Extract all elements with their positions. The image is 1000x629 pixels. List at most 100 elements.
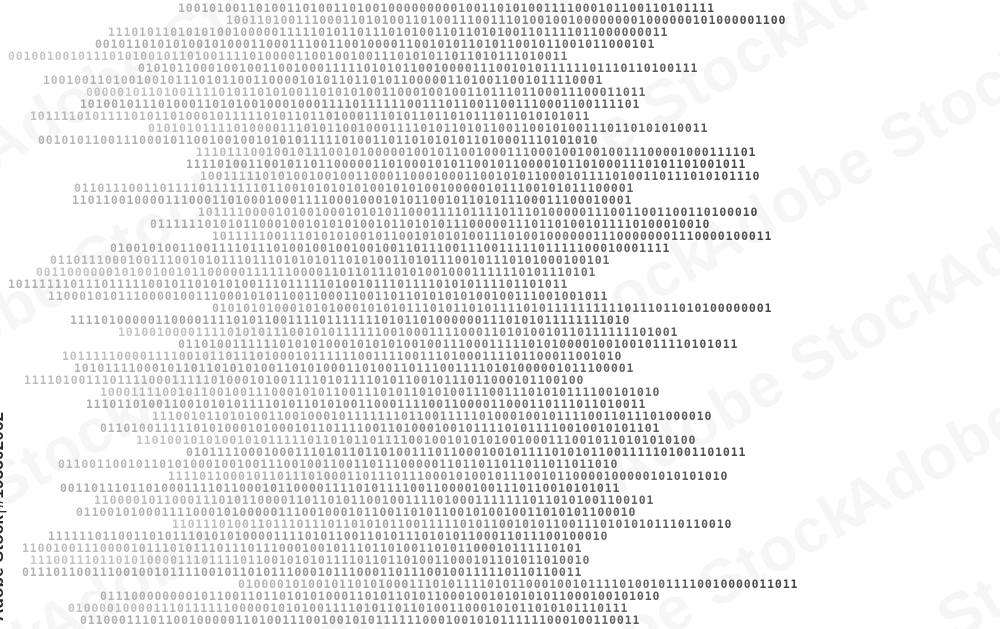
binary-digit: 1	[427, 541, 435, 555]
binary-row: 1101100100001110001101000100011110001000…	[72, 194, 632, 206]
binary-digit: 1	[78, 277, 86, 291]
binary-digit: 1	[327, 49, 335, 63]
binary-digit: 1	[624, 193, 632, 207]
binary-digit: 1	[294, 505, 302, 519]
binary-digit: 1	[569, 325, 577, 339]
binary-digit: 1	[144, 457, 152, 471]
binary-digit: 0	[617, 613, 625, 627]
binary-digit: 1	[274, 529, 282, 543]
binary-digit: 0	[195, 277, 203, 291]
binary-digit: 1	[611, 433, 619, 447]
binary-digit: 0	[187, 397, 195, 411]
binary-digit: 1	[295, 421, 303, 435]
binary-digit: 0	[70, 277, 78, 291]
binary-digit: 1	[313, 229, 321, 243]
binary-digit: 0	[150, 193, 158, 207]
watermark-tile-label: Adobe Stock	[0, 0, 110, 185]
binary-digit: 1	[638, 121, 646, 135]
binary-digit: 1	[375, 301, 383, 315]
binary-digit: 1	[359, 145, 367, 159]
binary-digit: 1	[544, 25, 552, 39]
binary-digit: 0	[508, 229, 516, 243]
binary-digit: 0	[484, 145, 492, 159]
binary-digit: 0	[371, 169, 379, 183]
binary-digit: 1	[707, 337, 715, 351]
binary-digit: 1	[136, 433, 144, 447]
binary-digit: 0	[68, 481, 76, 495]
binary-digit: 0	[741, 301, 749, 315]
binary-digit: 1	[471, 73, 479, 87]
binary-digit: 1	[587, 457, 595, 471]
binary-digit: 0	[446, 97, 454, 111]
binary-digit: 0	[180, 325, 188, 339]
binary-digit: 1	[458, 1, 466, 15]
binary-digit: 0	[211, 529, 219, 543]
binary-digit: 0	[287, 421, 295, 435]
binary-digit: 1	[488, 601, 496, 615]
binary-digit: 1	[518, 469, 526, 483]
binary-digit: 1	[692, 445, 700, 459]
binary-digit: 0	[367, 241, 375, 255]
binary-digit: 1	[105, 457, 113, 471]
binary-digit: 1	[511, 481, 519, 495]
binary-digit: 0	[385, 253, 393, 267]
binary-digit: 0	[243, 301, 251, 315]
binary-digit: 1	[328, 529, 336, 543]
binary-digit: 0	[309, 505, 317, 519]
binary-digit: 1	[731, 157, 739, 171]
binary-digit: 0	[231, 61, 239, 75]
binary-digit: 1	[492, 325, 500, 339]
binary-digit: 1	[380, 421, 388, 435]
binary-digit: 0	[719, 205, 727, 219]
binary-digit: 0	[340, 169, 348, 183]
binary-digit: 0	[82, 361, 90, 375]
binary-digit: 1	[518, 409, 526, 423]
watermark-tile-label: Adobe Stock	[991, 0, 1000, 128]
binary-digit: 0	[419, 589, 427, 603]
binary-digit: 1	[240, 337, 248, 351]
binary-digit: 0	[156, 85, 164, 99]
binary-digit: 1	[217, 421, 225, 435]
binary-digit: 1	[450, 337, 458, 351]
binary-digit: 0	[436, 13, 444, 27]
binary-digit: 0	[665, 433, 673, 447]
binary-digit: 0	[477, 97, 485, 111]
binary-digit: 1	[566, 169, 574, 183]
binary-digit: 1	[511, 265, 519, 279]
binary-digit: 1	[525, 73, 533, 87]
binary-digit: 1	[527, 169, 535, 183]
binary-digit: 0	[363, 469, 371, 483]
binary-digit: 0	[523, 301, 531, 315]
binary-digit: 1	[317, 505, 325, 519]
binary-digit: 1	[481, 1, 489, 15]
binary-digit: 0	[247, 61, 255, 75]
binary-digit: 1	[608, 517, 616, 531]
binary-digit: 1	[420, 49, 428, 63]
binary-digit: 1	[644, 169, 652, 183]
binary-digit: 0	[404, 157, 412, 171]
binary-digit: 1	[256, 157, 264, 171]
binary-digit: 0	[133, 85, 141, 99]
binary-digit: 1	[94, 277, 102, 291]
binary-digit: 0	[582, 589, 590, 603]
binary-digit: 1	[377, 205, 385, 219]
binary-digit: 1	[561, 85, 569, 99]
binary-digit: 0	[434, 541, 442, 555]
binary-digit: 1	[653, 157, 661, 171]
binary-digit: 1	[118, 241, 126, 255]
binary-digit: 0	[377, 181, 385, 195]
binary-digit: 1	[469, 613, 477, 627]
binary-digit: 1	[136, 73, 144, 87]
binary-digit: 0	[278, 169, 286, 183]
binary-digit: 1	[183, 181, 191, 195]
binary-digit: 1	[197, 217, 205, 231]
binary-digit: 1	[333, 421, 341, 435]
binary-digit: 1	[500, 229, 508, 243]
binary-digit: 1	[566, 505, 574, 519]
binary-digit: 1	[451, 445, 459, 459]
binary-digit: 1	[161, 601, 169, 615]
binary-digit: 1	[689, 577, 697, 591]
binary-digit: 0	[492, 613, 500, 627]
binary-digit: 1	[590, 589, 598, 603]
binary-digit: 0	[707, 445, 715, 459]
